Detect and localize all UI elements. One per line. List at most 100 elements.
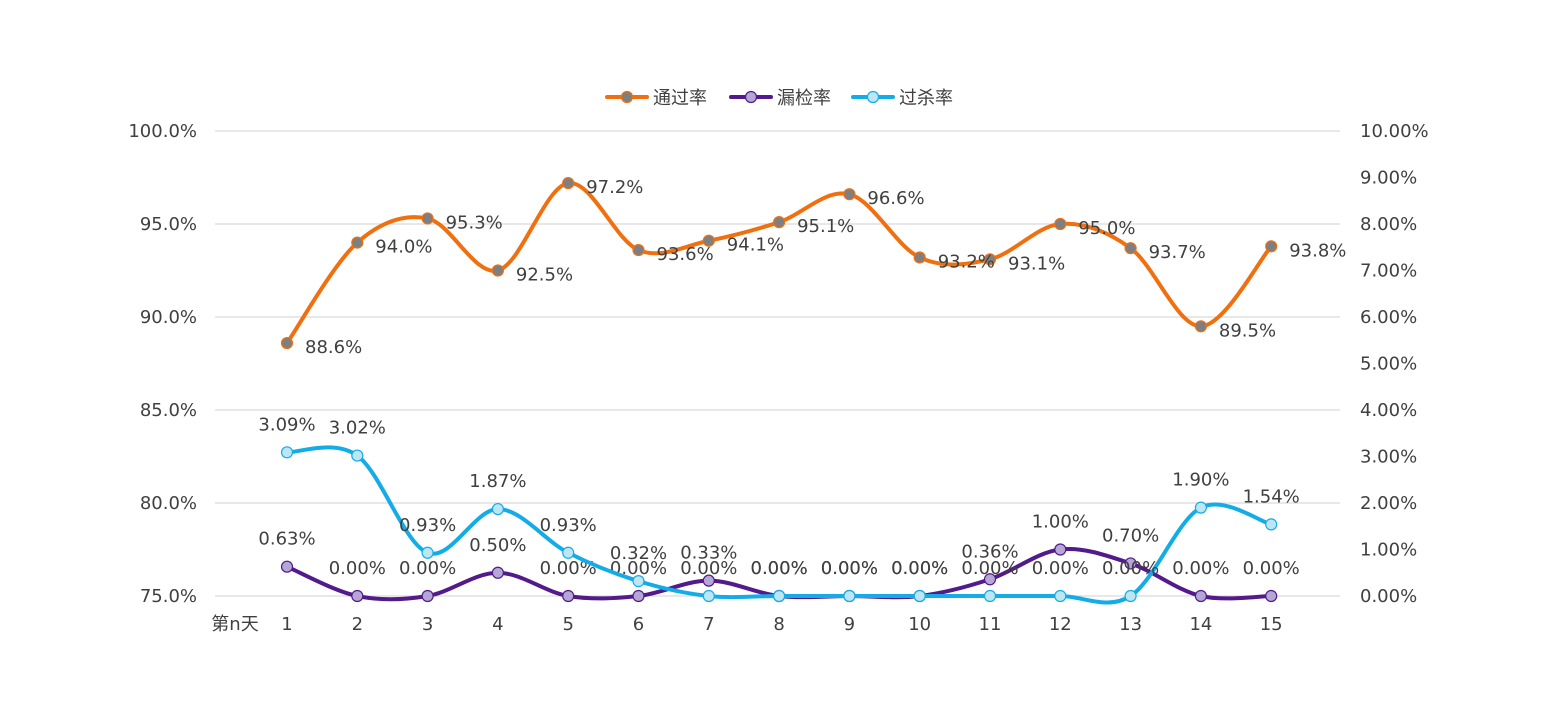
x-tick-label: 4	[492, 614, 503, 635]
x-tick-label: 1	[281, 614, 292, 635]
data-point	[702, 574, 715, 587]
data-point	[280, 446, 294, 459]
left-y-axis: 75.0% 80.0% 85.0% 90.0% 95.0% 100.0%	[128, 121, 197, 607]
x-tick-label: 8	[773, 614, 784, 635]
x-axis: 第n天 1 2 3 4 5 6 7 8 9 10 11 12 13 14 15	[211, 614, 1282, 635]
data-point	[280, 336, 294, 350]
legend: 通过率 漏检率 过杀率	[605, 88, 953, 109]
left-tick-label: 100.0%	[128, 121, 197, 142]
data-point	[280, 560, 294, 573]
x-tick-label: 14	[1189, 614, 1212, 635]
legend-item: 通过率	[605, 88, 707, 109]
left-tick-label: 85.0%	[140, 400, 197, 421]
data-point	[632, 589, 645, 603]
left-tick-label: 75.0%	[140, 586, 197, 607]
data-point	[1194, 501, 1208, 514]
data-label: 88.6%	[305, 337, 362, 358]
data-label: 0.36%	[961, 541, 1018, 562]
right-tick-label: 3.00%	[1360, 447, 1417, 468]
data-label: 94.0%	[375, 237, 432, 258]
data-point	[772, 216, 786, 229]
right-tick-label: 0.00%	[1360, 586, 1417, 607]
data-point	[632, 243, 645, 257]
right-tick-label: 9.00%	[1360, 168, 1417, 189]
data-point	[983, 573, 997, 586]
data-label: 0.00%	[751, 558, 808, 579]
x-tick-label: 2	[352, 614, 363, 635]
data-point	[702, 589, 715, 603]
data-label: 0.00%	[399, 558, 456, 579]
data-label: 0.00%	[1172, 558, 1229, 579]
data-label: 3.02%	[329, 418, 386, 439]
series-0: 88.6% 94.0% 95.3% 92.5% 97.2% 93.6% 94.1% 95.1%…	[280, 176, 1346, 358]
right-tick-label: 8.00%	[1360, 214, 1417, 235]
data-point	[1194, 589, 1208, 603]
data-label: 0.00%	[610, 558, 667, 579]
data-label: 0.93%	[540, 515, 597, 536]
data-point	[983, 589, 997, 603]
data-label: 1.00%	[1032, 512, 1089, 533]
legend-item: 过杀率	[851, 88, 953, 109]
data-label: 93.8%	[1289, 240, 1346, 261]
gridlines	[215, 130, 1340, 597]
data-point	[562, 546, 575, 559]
data-point	[1265, 589, 1278, 603]
x-tick-label: 13	[1119, 614, 1142, 635]
x-tick-label: 7	[703, 614, 714, 635]
data-point	[1265, 518, 1278, 531]
left-tick-label: 80.0%	[140, 493, 197, 514]
data-point	[351, 449, 364, 462]
x-tick-label: 3	[422, 614, 433, 635]
x-tick-label: 5	[562, 614, 573, 635]
data-label: 89.5%	[1219, 320, 1276, 341]
right-tick-label: 7.00%	[1360, 261, 1417, 282]
legend-label: 通过率	[653, 88, 707, 109]
data-point	[843, 188, 856, 201]
data-label: 93.2%	[938, 251, 995, 272]
data-label: 96.6%	[867, 188, 924, 209]
data-point	[772, 589, 786, 603]
data-point	[1124, 589, 1137, 603]
data-point	[421, 212, 434, 225]
data-point	[491, 502, 504, 516]
data-label: 0.33%	[680, 543, 737, 564]
data-point	[843, 589, 856, 603]
left-tick-label: 90.0%	[140, 307, 197, 328]
data-label: 92.5%	[516, 265, 573, 286]
data-point	[562, 176, 575, 190]
data-label: 0.63%	[258, 529, 315, 550]
series-layer: 88.6% 94.0% 95.3% 92.5% 97.2% 93.6% 94.1% 95.1%…	[258, 176, 1346, 605]
x-tick-label: 15	[1260, 614, 1283, 635]
left-tick-label: 95.0%	[140, 214, 197, 235]
series-line	[285, 181, 1274, 346]
data-label: 1.87%	[469, 471, 526, 492]
legend-item: 漏检率	[729, 88, 831, 109]
x-tick-label: 11	[979, 614, 1002, 635]
data-point	[632, 575, 645, 588]
data-label: 1.90%	[1172, 470, 1229, 491]
x-axis-label: 第n天	[211, 614, 258, 635]
x-tick-label: 6	[633, 614, 644, 635]
data-point	[913, 251, 926, 264]
right-tick-label: 4.00%	[1360, 400, 1417, 421]
data-point	[1265, 240, 1278, 253]
data-label: 1.54%	[1243, 486, 1300, 507]
data-label: 95.1%	[797, 216, 854, 237]
data-point	[1054, 543, 1067, 556]
data-label: 95.3%	[446, 212, 503, 233]
data-label: 0.00%	[329, 558, 386, 579]
data-label: 0.70%	[1102, 525, 1159, 546]
data-point	[421, 589, 434, 603]
data-label: 0.00%	[891, 558, 948, 579]
data-label: 0.00%	[821, 558, 878, 579]
x-tick-label: 10	[908, 614, 931, 635]
data-label: 0.00%	[680, 558, 737, 579]
data-label: 0.00%	[1102, 558, 1159, 579]
data-label: 93.7%	[1149, 242, 1206, 263]
data-label: 94.1%	[727, 235, 784, 256]
right-tick-label: 5.00%	[1360, 354, 1417, 375]
data-label: 93.1%	[1008, 253, 1065, 274]
data-point	[1054, 589, 1067, 603]
data-label: 0.00%	[1032, 558, 1089, 579]
